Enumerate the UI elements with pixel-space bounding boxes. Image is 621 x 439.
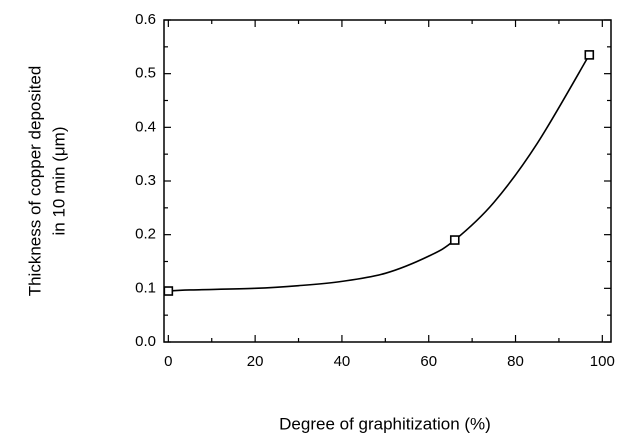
y-tick-label: 0.4 [135,118,156,135]
plot-frame [163,19,612,343]
y-tick-label: 0.3 [135,172,156,189]
x-tick-label: 100 [590,353,615,370]
x-tick-label: 40 [334,353,351,370]
data-point [449,235,460,245]
y-tick-label: 0.1 [135,279,156,296]
y-tick-label: 0.6 [135,11,156,28]
x-tick-label: 20 [247,353,264,370]
y-axis-label: in 10 min (μm) [49,127,68,236]
data-point [163,286,174,296]
x-tick-label: 60 [420,353,437,370]
y-tick-label: 0.5 [135,65,156,82]
y-tick-label: 0.2 [135,226,156,243]
y-tick-label: 0.0 [135,333,156,350]
x-tick-label: 80 [507,353,524,370]
y-axis-label: Thickness of copper deposited [25,66,44,297]
x-axis-label: Degree of graphitization (%) [279,414,491,433]
fit-curve [168,54,590,292]
data-point [584,50,595,60]
x-tick-label: 0 [164,353,172,370]
y-axis-label-group: Thickness of copper deposited in 10 min … [25,66,68,297]
